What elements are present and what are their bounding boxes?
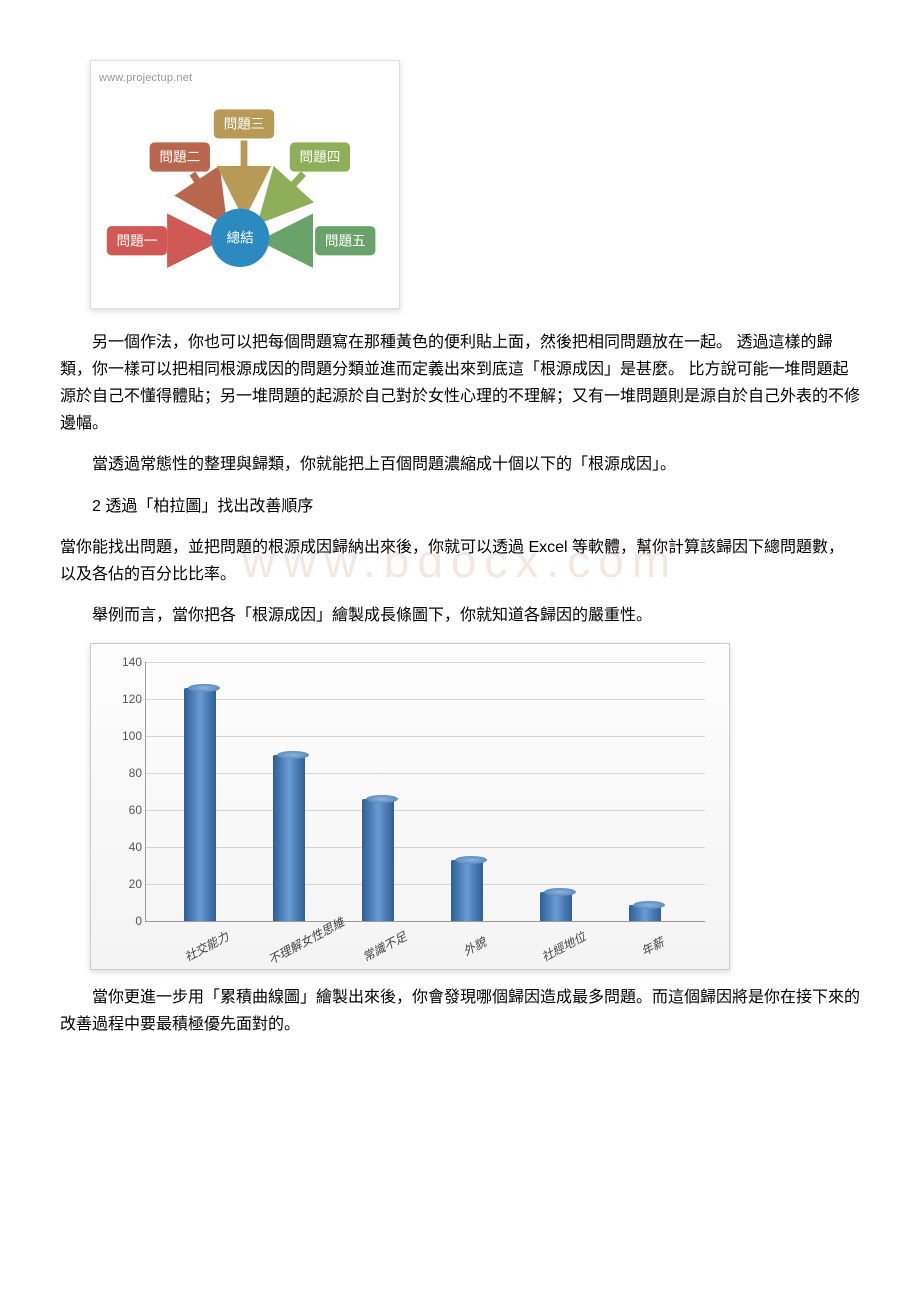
chart-x-label: 年薪 xyxy=(622,924,685,970)
diagram-arrow xyxy=(266,173,303,214)
chart-x-label: 社交能力 xyxy=(175,924,238,970)
section-heading: 2 透過「柏拉圖」找出改善順序 xyxy=(60,493,860,520)
chart-y-axis: 020406080100120140 xyxy=(108,662,142,921)
diagram-node-label: 問題五 xyxy=(325,233,366,248)
chart-x-label: 外貌 xyxy=(443,924,506,970)
diagram-svg: 問題一 問題二 問題三問題四問題五 總結 xyxy=(99,94,391,294)
diagram-node-label: 問題四 xyxy=(300,149,341,164)
body-paragraph: 當透過常態性的整理與歸類，你就能把上百個問題濃縮成十個以下的「根源成因」。 xyxy=(60,451,860,478)
chart-x-axis: 社交能力不理解女性思維常識不足外貌社經地位年薪 xyxy=(145,922,705,958)
body-paragraph: 當你能找出問題，並把問題的根源成因歸納出來後，你就可以透過 Excel 等軟體，… xyxy=(60,534,860,588)
diagram-center-label: 總結 xyxy=(227,229,254,245)
diagram-node-label: 問題二 xyxy=(159,149,200,164)
chart-bar xyxy=(540,892,578,922)
chart-bars xyxy=(146,662,705,921)
chart-plot-area: 020406080100120140 xyxy=(145,662,705,922)
diagram-arrow xyxy=(192,173,219,214)
body-paragraph: 另一個作法，你也可以把每個問題寫在那種黃色的便利貼上面，然後把相同問題放在一起。… xyxy=(60,329,860,438)
chart-bar xyxy=(629,905,667,922)
chart-bar xyxy=(362,799,400,921)
chart-x-label: 常識不足 xyxy=(354,924,417,970)
body-paragraph: 當你更進一步用「累積曲線圖」繪製出來後，你會發現哪個歸因造成最多問題。而這個歸因… xyxy=(60,984,860,1038)
chart-bar xyxy=(451,860,489,921)
body-paragraph: 舉例而言，當你把各「根源成因」繪製成長條圖下，你就知道各歸因的嚴重性。 xyxy=(60,602,860,629)
chart-bar xyxy=(184,688,222,921)
diagram-node-label: 問題三 xyxy=(224,116,265,131)
diagram-source-url: www.projectup.net xyxy=(99,69,391,88)
chart-x-label: 不理解女性思維 xyxy=(264,924,327,970)
diagram-node-label: 問題一 xyxy=(117,233,158,248)
chart-bar xyxy=(273,755,311,922)
chart-x-label: 社經地位 xyxy=(532,924,595,970)
flow-diagram: www.projectup.net 問題一 問題二 問題三問題四問題五 總結 xyxy=(90,60,400,309)
pareto-bar-chart: 020406080100120140 社交能力不理解女性思維常識不足外貌社經地位… xyxy=(90,643,730,969)
